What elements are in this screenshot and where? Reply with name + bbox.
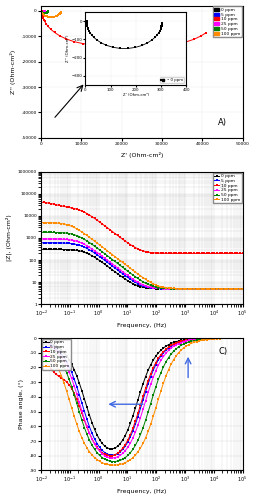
X-axis label: Frequency, (Hz): Frequency, (Hz)	[117, 490, 166, 494]
X-axis label: Z' (Ohm-cm²): Z' (Ohm-cm²)	[120, 152, 162, 158]
Y-axis label: Z'' (Ohm-cm²): Z'' (Ohm-cm²)	[10, 50, 16, 94]
X-axis label: Frequency, (Hz): Frequency, (Hz)	[117, 323, 166, 328]
Legend: 0 ppm, 5 ppm, 10 ppm, 25 ppm, 50 ppm, 100 ppm: 0 ppm, 5 ppm, 10 ppm, 25 ppm, 50 ppm, 10…	[212, 172, 241, 204]
Text: A): A)	[217, 118, 226, 126]
Text: B): B)	[217, 180, 227, 190]
Y-axis label: Phase angle, (°): Phase angle, (°)	[19, 379, 24, 429]
Legend: 0 ppm, 5 ppm, 10 ppm, 25 ppm, 50 ppm, 100 ppm: 0 ppm, 5 ppm, 10 ppm, 25 ppm, 50 ppm, 10…	[42, 339, 71, 370]
Y-axis label: |Z|, (Ohm-cm²): |Z|, (Ohm-cm²)	[6, 214, 12, 262]
Text: C): C)	[217, 347, 227, 356]
Legend: 0 ppm, 5 ppm, 10 ppm, 25 ppm, 50 ppm, 100 ppm: 0 ppm, 5 ppm, 10 ppm, 25 ppm, 50 ppm, 10…	[212, 6, 241, 37]
